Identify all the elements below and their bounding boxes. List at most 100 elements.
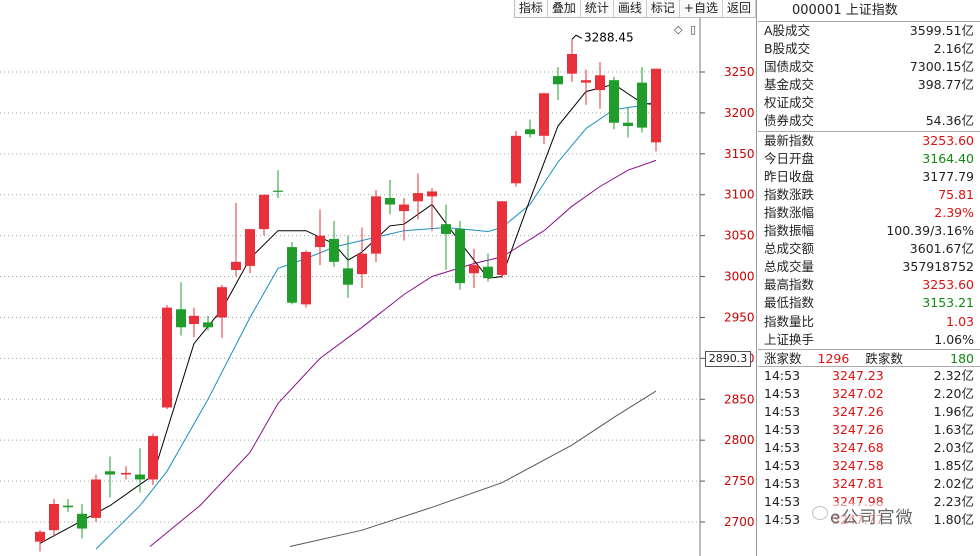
candle-body <box>217 287 227 318</box>
y-tick-label: 3000 <box>724 270 755 284</box>
advance-count: 1296 <box>817 350 850 366</box>
mid-label: 最新指数 <box>764 132 815 148</box>
candle-body <box>483 266 493 279</box>
mid-row: 指数涨幅 2.39% <box>758 204 980 222</box>
crosshair-price-label: 2890.3 <box>705 351 751 367</box>
mid-label: 最高指数 <box>764 277 815 293</box>
mid-value: 3164.40 <box>922 150 974 166</box>
tick-time: 14:53 <box>764 385 801 401</box>
indicator-button[interactable]: 指标 <box>515 0 548 17</box>
candle-body <box>385 198 395 205</box>
y-tick-label: 3050 <box>724 229 755 243</box>
candle-body <box>413 193 423 202</box>
candle-body <box>609 80 619 123</box>
candle-body <box>162 307 172 408</box>
mid-label: 总成交额 <box>764 241 815 257</box>
candle-body <box>371 196 381 254</box>
mid-value: 1.03 <box>946 313 974 329</box>
diamond-icon[interactable]: ◇ <box>674 23 683 36</box>
chart-tools: ◇ ▯ <box>674 23 700 36</box>
tick-volume: 1.85亿 <box>933 458 974 474</box>
candle-body <box>539 93 549 136</box>
tick-price: 3247.81 <box>832 476 884 492</box>
statistics-button[interactable]: 统计 <box>581 0 614 17</box>
mid-value: 3177.79 <box>922 168 974 184</box>
tick-row[interactable]: 14:53 3247.68 2.03亿 <box>758 439 980 457</box>
tick-time: 14:53 <box>764 367 801 383</box>
tick-price: 3247.68 <box>832 440 884 456</box>
mid-row: 最新指数 3253.60 <box>758 132 980 150</box>
top-row: B股成交 2.16亿 <box>758 40 980 58</box>
y-tick-label: 2950 <box>724 310 755 324</box>
draw-line-button[interactable]: 画线 <box>614 0 647 17</box>
mid-row: 最高指数 3253.60 <box>758 276 980 294</box>
candle-body <box>469 265 479 274</box>
candle-body <box>525 129 535 135</box>
candle-body <box>121 472 131 475</box>
tick-price: 3247.26 <box>832 421 884 437</box>
advance-label: 涨家数 <box>764 350 802 366</box>
candle-body <box>637 82 647 128</box>
candle-body <box>91 479 101 518</box>
candle-body <box>581 80 591 83</box>
peak-label: 3288.45 <box>584 30 634 44</box>
candle-body <box>49 504 59 531</box>
candle-body <box>623 122 633 126</box>
y-tick-label: 2850 <box>724 392 755 406</box>
tick-time: 14:53 <box>764 440 801 456</box>
candle-body <box>203 322 213 328</box>
mid-row: 上证换手 1.06% <box>758 331 980 349</box>
top-value: 398.77亿 <box>917 77 974 93</box>
tick-list[interactable]: 14:53 3247.23 2.32亿 14:53 3247.02 2.20亿 14:53 3… <box>758 367 980 530</box>
candle-body <box>399 204 409 212</box>
mid-label: 今日开盘 <box>764 150 815 166</box>
tick-row[interactable]: 14:53 3247.02 2.20亿 <box>758 385 980 403</box>
mid-label: 指数涨幅 <box>764 204 815 220</box>
overlay-button[interactable]: 叠加 <box>548 0 581 17</box>
tick-row[interactable]: 14:53 3247.26 1.96亿 <box>758 403 980 421</box>
top-label: 基金成交 <box>764 77 815 93</box>
candle-body <box>343 268 353 285</box>
kline-chart[interactable]: 2700275028002850290029503000305031003150… <box>0 0 757 556</box>
mid-value: 3601.67亿 <box>909 241 974 257</box>
mid-value: 100.39/3.16% <box>886 223 974 239</box>
top-row: A股成交 3599.51亿 <box>758 22 980 40</box>
mid-value: 3253.60 <box>922 132 974 148</box>
top-value: 7300.15亿 <box>909 59 974 75</box>
tick-row[interactable]: 14:53 3247.81 2.02亿 <box>758 475 980 493</box>
add-watchlist-button[interactable]: +自选 <box>680 0 723 17</box>
candle-body <box>105 471 115 475</box>
candle-body <box>595 75 605 90</box>
tick-time: 14:53 <box>764 403 801 419</box>
top-value: 3599.51亿 <box>909 23 974 38</box>
back-button[interactable]: 返回 <box>723 0 756 17</box>
candle-body <box>455 229 465 284</box>
top-row: 债券成交 54.36亿 <box>758 112 980 130</box>
y-tick-label: 3150 <box>724 147 755 161</box>
candle-body <box>441 224 451 234</box>
candle-body <box>35 531 45 542</box>
mid-value: 3153.21 <box>922 295 974 311</box>
tick-price: 3247.02 <box>832 385 884 401</box>
index-title: 000001 上证指数 <box>758 0 980 22</box>
candle-body <box>329 238 339 262</box>
top-row: 国债成交 7300.15亿 <box>758 58 980 76</box>
mark-button[interactable]: 标记 <box>647 0 680 17</box>
mid-label: 指数涨跌 <box>764 186 815 202</box>
candle-body <box>301 252 311 305</box>
tick-row[interactable]: 14:53 3247.23 2.32亿 <box>758 367 980 385</box>
kline-chart-panel[interactable]: 2700275028002850290029503000305031003150… <box>0 0 757 556</box>
mid-label: 总成交量 <box>764 259 815 275</box>
panel-toggle-icon[interactable]: ▯ <box>689 23 697 36</box>
chart-toolbar: 指标 叠加 统计 画线 标记 +自选 返回 <box>513 0 756 18</box>
candle-body <box>176 309 186 328</box>
y-tick-label: 2700 <box>724 515 755 529</box>
mid-row: 指数振幅 100.39/3.16% <box>758 222 980 240</box>
mid-row: 最低指数 3153.21 <box>758 294 980 312</box>
top-row: 基金成交 398.77亿 <box>758 76 980 94</box>
mid-value: 2.39% <box>934 204 974 220</box>
candle-body <box>651 68 661 143</box>
candle-body <box>63 505 73 508</box>
tick-row[interactable]: 14:53 3247.26 1.63亿 <box>758 421 980 439</box>
tick-row[interactable]: 14:53 3247.58 1.85亿 <box>758 457 980 475</box>
